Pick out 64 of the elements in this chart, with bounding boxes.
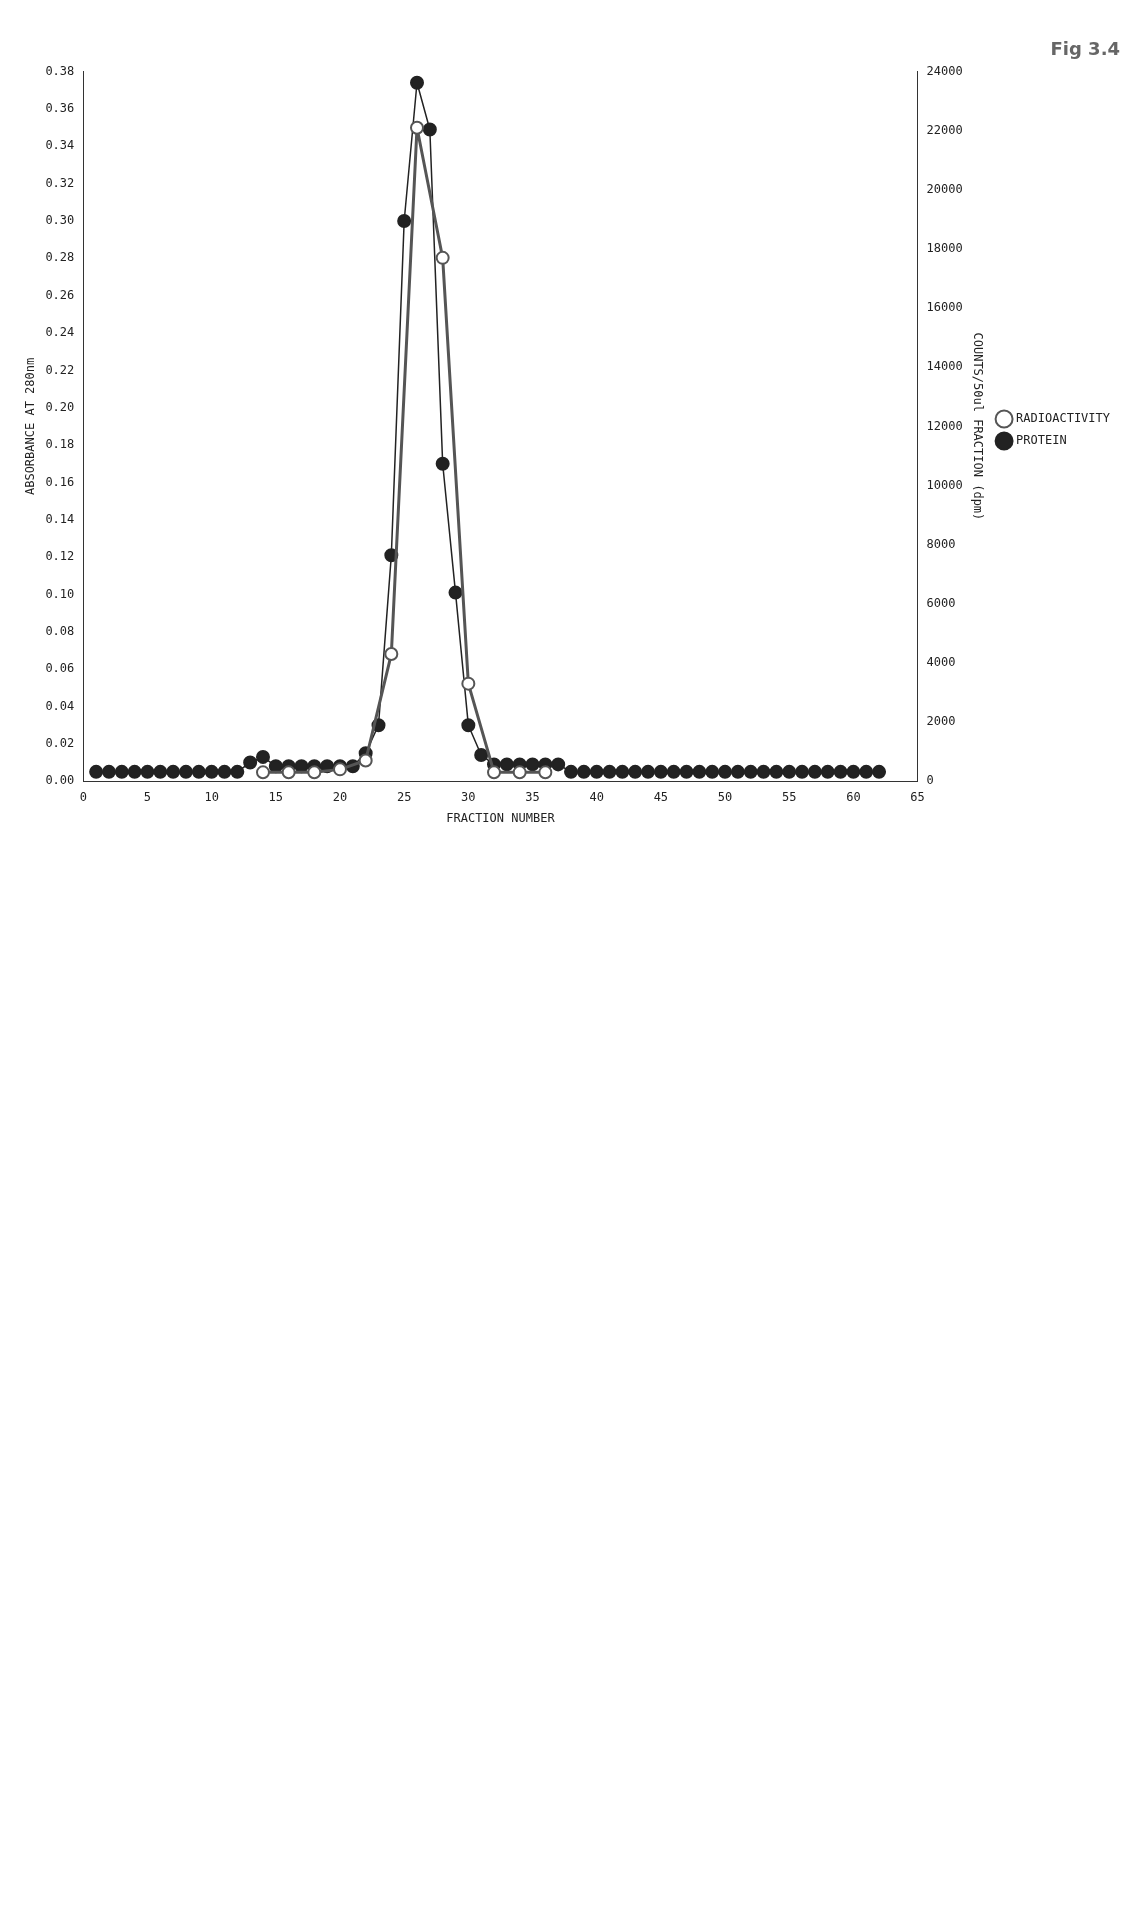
x-tick-label: 25: [396, 789, 412, 804]
point: [307, 765, 322, 780]
y-tick-label: 0.00: [45, 773, 75, 788]
x-tick-label: 65: [910, 789, 925, 804]
y2-tick-label: 12000: [926, 418, 963, 433]
x-tick-label: 0: [79, 789, 87, 804]
y2-tick-label: 8000: [926, 536, 956, 551]
point: [281, 765, 296, 780]
point: [358, 753, 373, 768]
y-tick-label: 0.04: [45, 698, 75, 713]
x-tick-label: 30: [461, 789, 476, 804]
x-tick-label: 15: [268, 789, 284, 804]
y2-tick-label: 16000: [926, 300, 963, 315]
y2-tick-label: 22000: [926, 122, 963, 137]
y2-tick-label: 0: [926, 773, 934, 788]
point: [384, 647, 399, 662]
y2-tick-label: 6000: [926, 595, 956, 610]
y2-tick-label: 4000: [926, 655, 956, 670]
y2-tick-label: 10000: [926, 477, 963, 492]
x-tick-label: 5: [143, 789, 152, 804]
y-tick-label: 0.28: [45, 250, 75, 265]
y-tick-label: 0.12: [45, 549, 75, 564]
x-tick-label: 20: [332, 789, 348, 804]
x-tick-label: 50: [717, 789, 733, 804]
x-tick-label: 40: [589, 789, 604, 804]
y-tick-label: 0.14: [45, 511, 75, 526]
y-axis-title: ABSORBANCE AT 280nm: [23, 357, 38, 496]
y-tick-label: 0.34: [45, 138, 75, 153]
point: [512, 765, 527, 780]
y-tick-label: 0.30: [45, 213, 75, 228]
x-tick-label: 45: [653, 789, 669, 804]
y2-tick-label: 2000: [926, 714, 956, 729]
y-tick-label: 0.26: [45, 287, 75, 302]
y-tick-label: 0.38: [45, 63, 75, 78]
x-tick-label: 35: [525, 789, 540, 804]
y-tick-label: 0.18: [45, 437, 75, 452]
legend-label: PROTEIN: [1016, 433, 1067, 448]
x-tick-label: 60: [846, 789, 861, 804]
y-tick-label: 0.36: [45, 101, 75, 116]
y-tick-label: 0.32: [45, 175, 75, 190]
point: [461, 676, 476, 691]
x-axis-title: FRACTION NUMBER: [446, 810, 556, 825]
x-tick-label: 55: [781, 789, 797, 804]
point: [487, 765, 502, 780]
y-tick-label: 0.02: [45, 735, 75, 750]
text: Fig 3.4: [1050, 38, 1120, 60]
y2-tick-label: 20000: [926, 181, 963, 196]
x-tick-label: 10: [204, 789, 219, 804]
point: [255, 765, 270, 780]
y-tick-label: 0.20: [45, 399, 75, 414]
y-tick-label: 0.10: [45, 586, 75, 601]
y2-axis-title: COUNTS/50ul FRACTION (dpm): [970, 332, 985, 521]
point: [538, 765, 553, 780]
y-tick-label: 0.24: [45, 325, 75, 340]
legend-label: RADIOACTIVITY: [1016, 411, 1111, 426]
y2-tick-label: 18000: [926, 241, 963, 256]
point: [410, 120, 424, 135]
y-tick-label: 0.06: [45, 661, 75, 676]
y-tick-label: 0.22: [45, 362, 75, 377]
y-tick-label: 0.08: [45, 623, 75, 638]
y-tick-label: 0.16: [45, 474, 75, 489]
y2-tick-label: 24000: [926, 63, 963, 78]
point: [435, 250, 450, 265]
y2-tick-label: 14000: [926, 359, 963, 374]
